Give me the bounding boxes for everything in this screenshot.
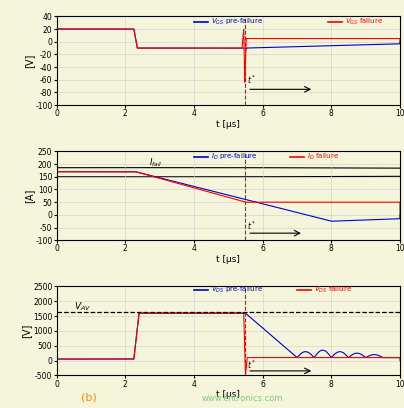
Y-axis label: [A]: [A] [24,188,34,203]
Y-axis label: [V]: [V] [24,53,34,68]
X-axis label: t [μs]: t [μs] [216,120,240,129]
Text: $V_{DS}$ failure: $V_{DS}$ failure [314,285,352,295]
Text: $t^*$: $t^*$ [247,220,257,232]
Text: $t^*$: $t^*$ [247,358,257,370]
Text: $t^*$: $t^*$ [247,73,257,86]
Text: (b): (b) [81,392,97,403]
X-axis label: t [μs]: t [μs] [216,255,240,264]
Text: $I_{fail}$: $I_{fail}$ [149,157,163,169]
Text: www.cntronics.com: www.cntronics.com [202,394,283,403]
Text: $V_{GS}$ pre-failure: $V_{GS}$ pre-failure [211,17,263,27]
Y-axis label: [V]: [V] [22,324,32,338]
Text: $V_{DS}$ pre-failure: $V_{DS}$ pre-failure [211,285,263,295]
Text: $I_D$ failure: $I_D$ failure [307,152,339,162]
X-axis label: t [μs]: t [μs] [216,390,240,399]
Text: $I_D$ pre-failure: $I_D$ pre-failure [211,152,257,162]
Text: $V_{GS}$ failure: $V_{GS}$ failure [345,17,383,27]
Text: $V_{AV}$: $V_{AV}$ [74,301,91,313]
